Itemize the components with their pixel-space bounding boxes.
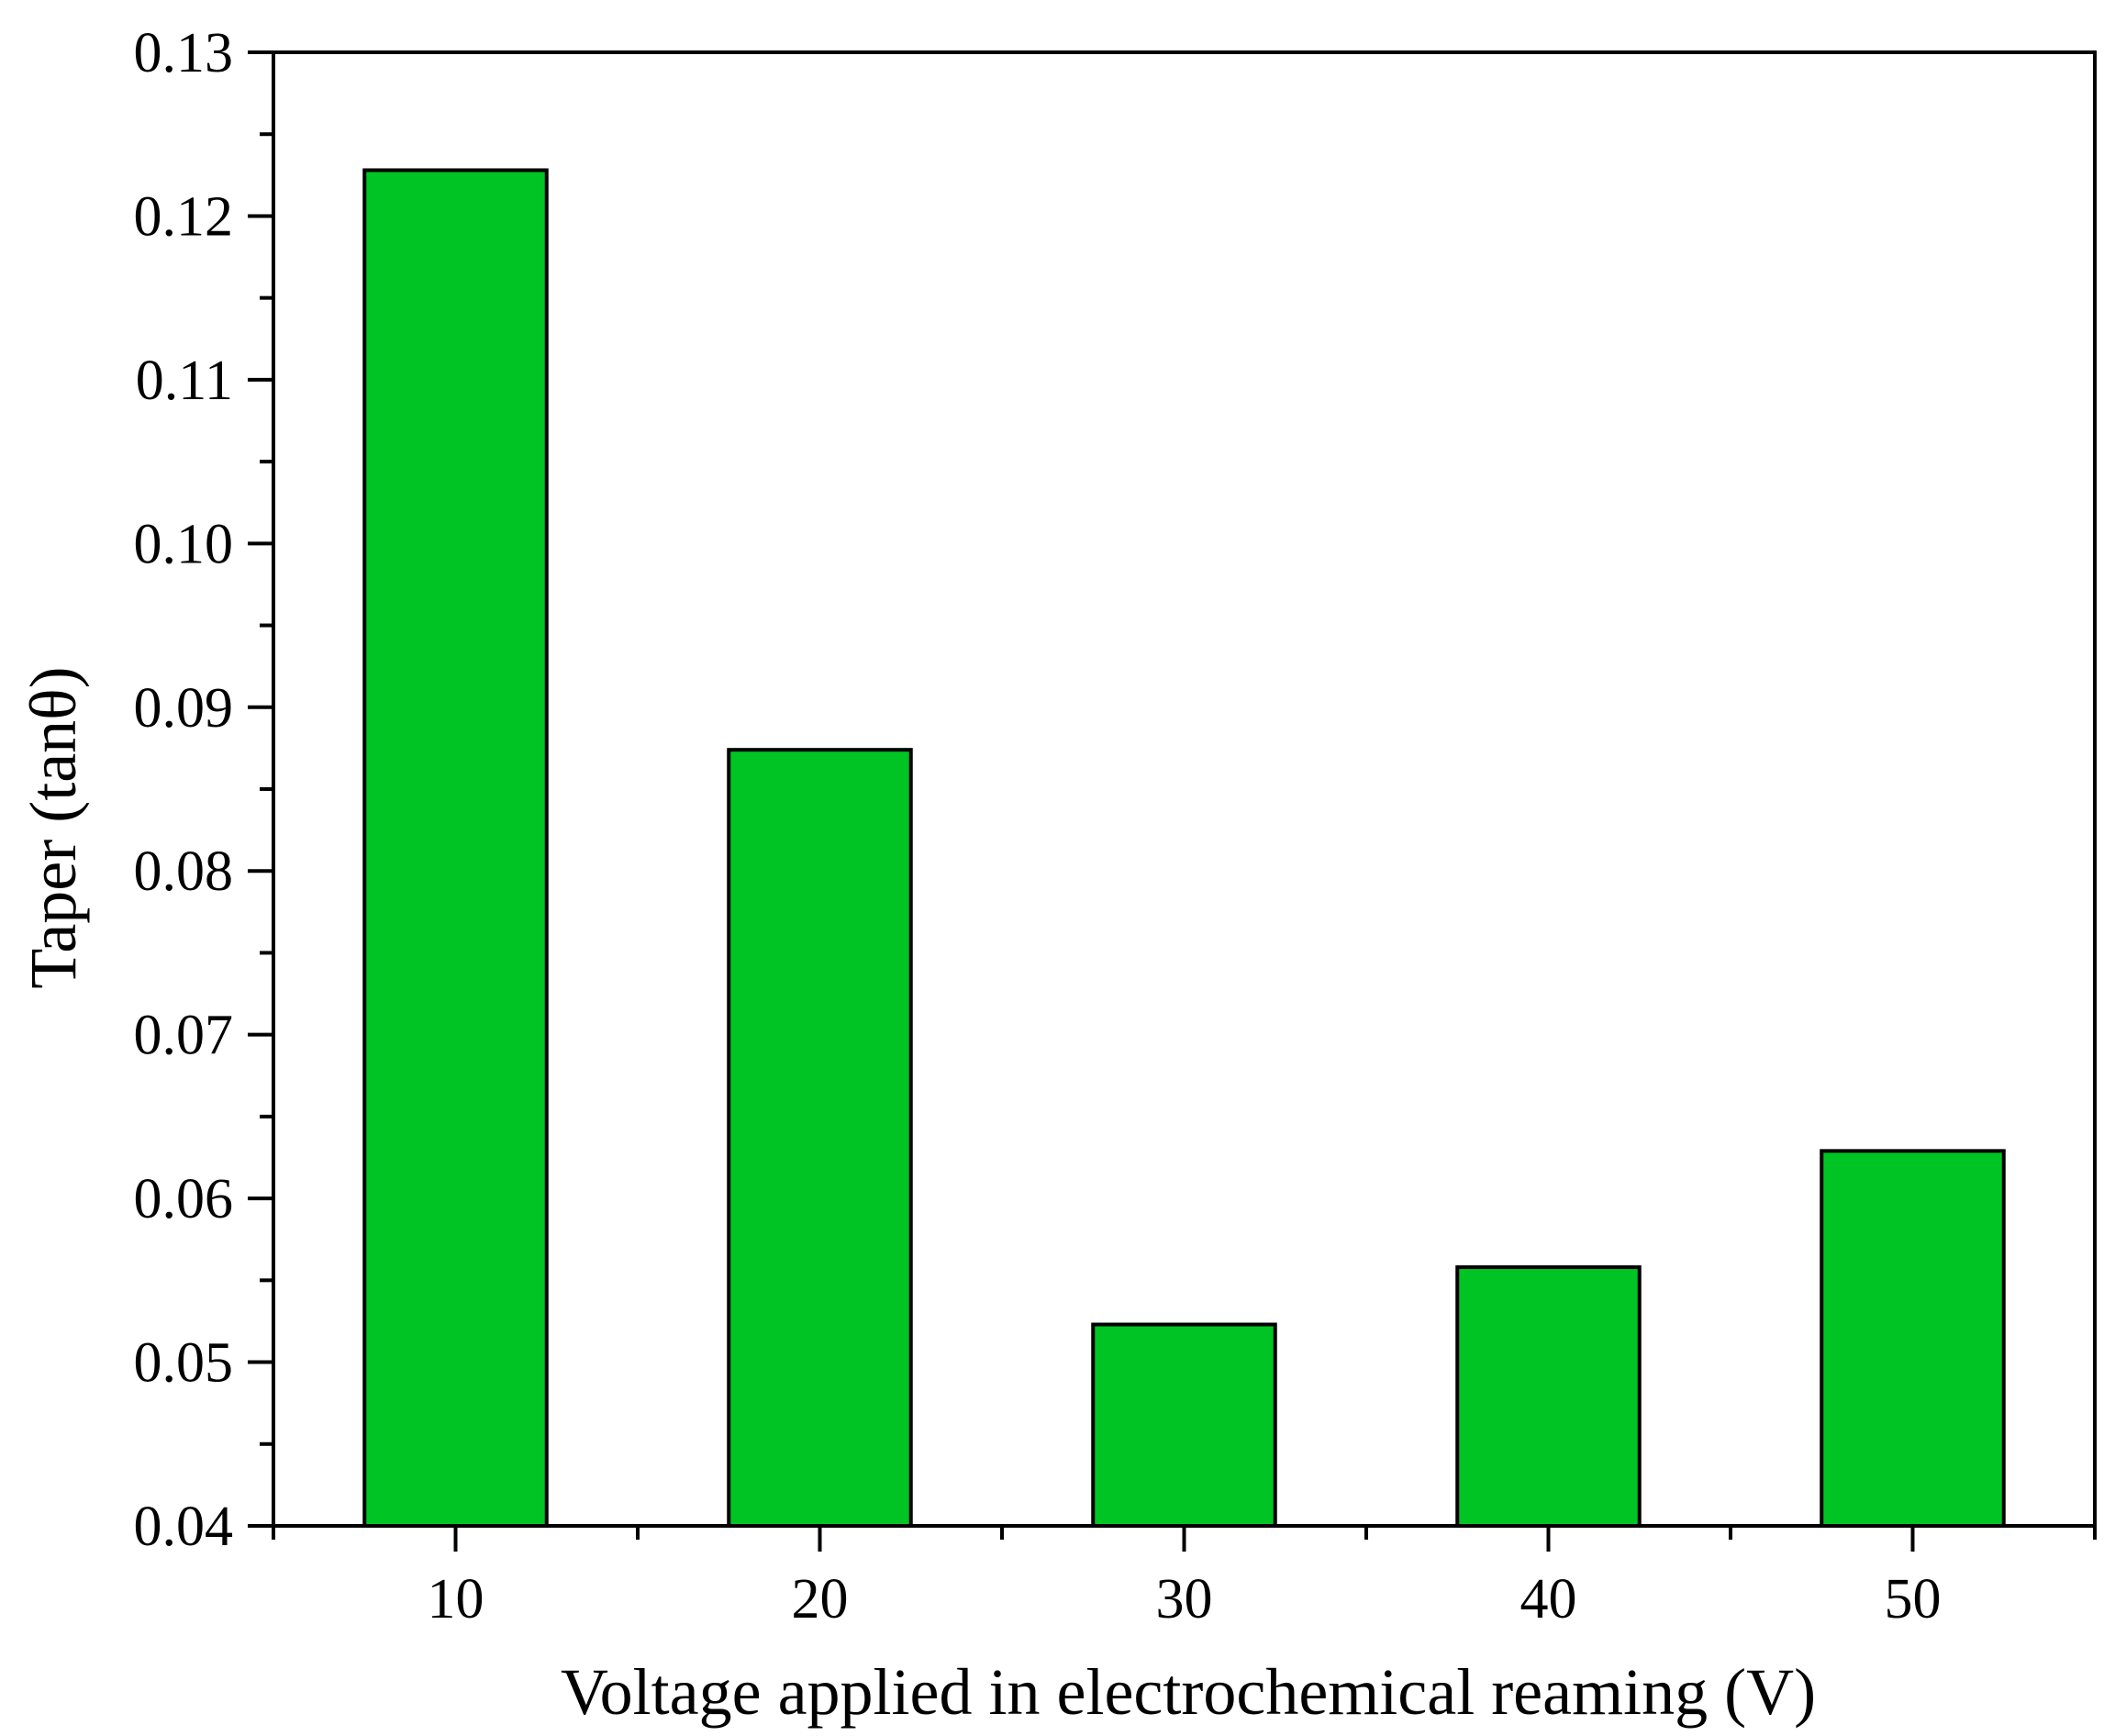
x-tick-label: 40 bbox=[1520, 1568, 1577, 1630]
y-tick-label: 0.09 bbox=[134, 677, 234, 740]
y-tick-label: 0.06 bbox=[134, 1168, 234, 1230]
y-tick-label: 0.05 bbox=[134, 1332, 234, 1395]
y-tick-label: 0.10 bbox=[134, 513, 234, 575]
y-axis-title: Taper (tanθ) bbox=[17, 666, 90, 988]
y-tick-label: 0.07 bbox=[134, 1005, 234, 1067]
bar-30 bbox=[1091, 1322, 1277, 1529]
x-tick-label: 50 bbox=[1885, 1568, 1942, 1630]
bar-40 bbox=[1455, 1265, 1642, 1529]
y-tick-label: 0.11 bbox=[136, 350, 233, 412]
axes-group: 0.04 0.05 0.06 0.07 0.08 0.09 0.10 0.11 0.12 0.13… bbox=[134, 22, 2097, 1630]
bar-20 bbox=[727, 748, 913, 1528]
y-tick-label: 0.08 bbox=[134, 840, 234, 903]
y-tick-label: 0.13 bbox=[134, 22, 234, 84]
x-axis-title: Voltage applied in electrochemical reami… bbox=[561, 1655, 1816, 1729]
x-tick-label: 20 bbox=[792, 1568, 849, 1630]
bars-group bbox=[362, 168, 2006, 1529]
x-tick-label: 30 bbox=[1156, 1568, 1213, 1630]
y-tick-label: 0.12 bbox=[134, 185, 234, 248]
bar-10 bbox=[362, 168, 549, 1529]
y-tick-label: 0.04 bbox=[134, 1496, 234, 1558]
x-tick-label: 10 bbox=[428, 1568, 484, 1630]
bar-50 bbox=[1820, 1149, 2006, 1528]
